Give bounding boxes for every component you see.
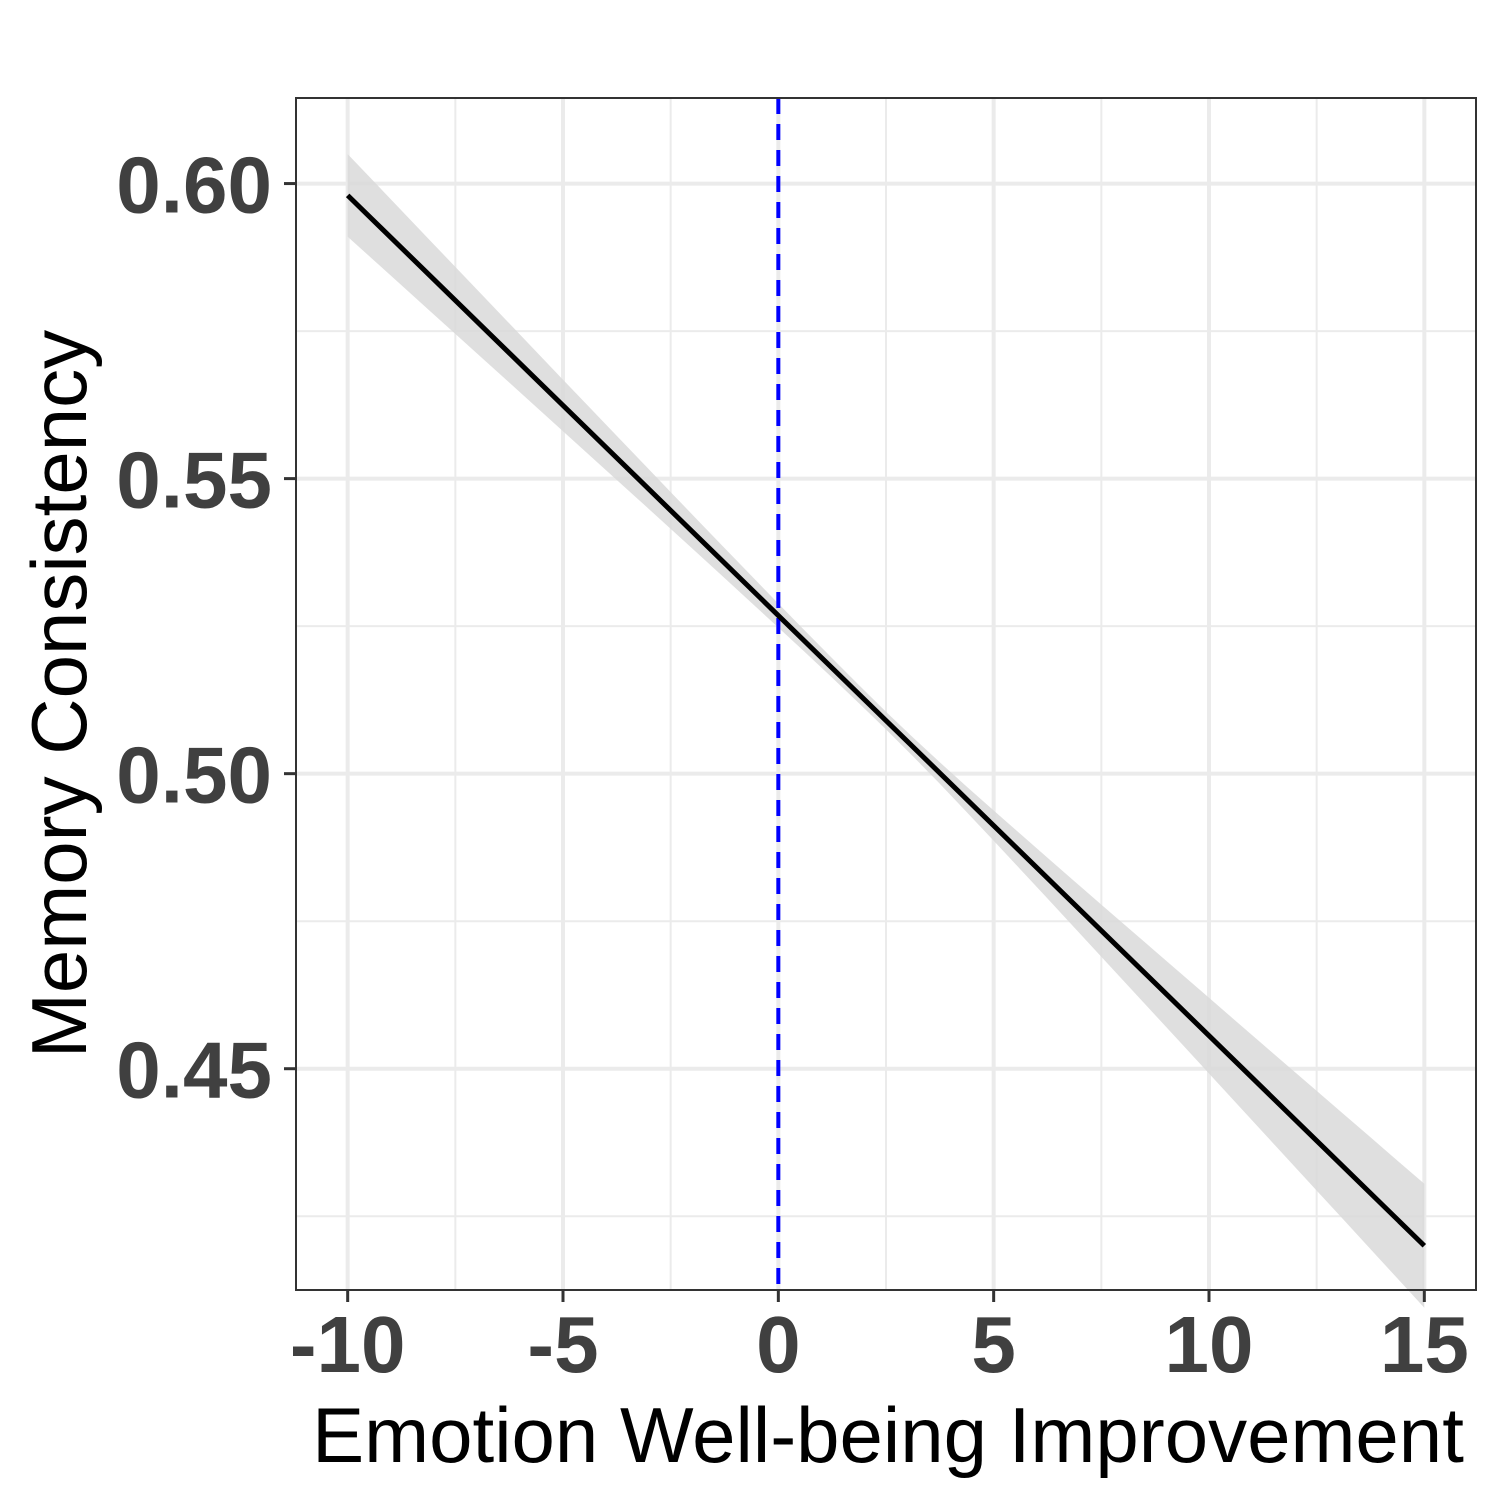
x-tick-label: 5 (971, 1300, 1016, 1389)
y-tick-label: 0.60 (116, 141, 272, 230)
x-axis-tick-labels: -10 -5 0 5 10 15 (290, 1300, 1469, 1389)
x-tick-label: 10 (1165, 1300, 1254, 1389)
x-tick-label: -5 (527, 1300, 598, 1389)
x-tick-label: -10 (290, 1300, 406, 1389)
x-tick-label: 15 (1380, 1300, 1469, 1389)
y-axis-tick-labels: 0.45 0.50 0.55 0.60 (116, 141, 272, 1115)
regression-line (345, 193, 1427, 1248)
confidence-band-layer (347, 154, 1425, 1308)
y-tick-label: 0.50 (116, 731, 272, 820)
y-axis-title: Memory Consistency (15, 330, 103, 1058)
panel-border (295, 97, 1477, 1291)
regression-line-layer (345, 193, 1427, 1248)
confidence-band (347, 154, 1425, 1308)
axis-ticks (284, 182, 1426, 1302)
y-tick-label: 0.45 (116, 1026, 272, 1115)
major-grid (296, 98, 1476, 1290)
y-tick-label: 0.55 (116, 436, 272, 525)
x-tick-label: 0 (756, 1300, 801, 1389)
x-axis-title: Emotion Well-being Improvement (312, 1391, 1464, 1479)
